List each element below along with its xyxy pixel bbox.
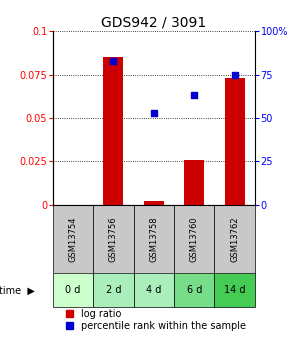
Text: GSM13762: GSM13762 (230, 216, 239, 262)
Bar (184, 160, 205, 205)
Text: GSM13756: GSM13756 (109, 216, 118, 262)
FancyBboxPatch shape (53, 273, 93, 307)
FancyBboxPatch shape (53, 205, 93, 273)
Text: 6 d: 6 d (187, 285, 202, 295)
FancyBboxPatch shape (134, 205, 174, 273)
Point (111, 58, 116, 63)
FancyBboxPatch shape (134, 273, 174, 307)
FancyBboxPatch shape (93, 273, 134, 307)
Text: 2 d: 2 d (106, 285, 121, 295)
Text: 14 d: 14 d (224, 285, 246, 295)
Text: GSM13758: GSM13758 (149, 216, 158, 262)
Legend: log ratio, percentile rank within the sample: log ratio, percentile rank within the sa… (66, 309, 246, 331)
FancyBboxPatch shape (174, 205, 214, 273)
Bar (144, 201, 164, 205)
Text: 4 d: 4 d (146, 285, 161, 295)
FancyBboxPatch shape (174, 273, 214, 307)
Point (232, 72, 237, 77)
FancyBboxPatch shape (214, 205, 255, 273)
Text: GSM13760: GSM13760 (190, 216, 199, 262)
Text: time  ▶: time ▶ (0, 285, 35, 295)
FancyBboxPatch shape (214, 273, 255, 307)
FancyBboxPatch shape (93, 205, 134, 273)
Point (192, 92, 197, 98)
Text: 0 d: 0 d (65, 285, 81, 295)
Bar (103, 57, 124, 205)
Text: GSM13754: GSM13754 (69, 216, 77, 262)
Title: GDS942 / 3091: GDS942 / 3091 (101, 16, 207, 30)
Point (151, 110, 156, 116)
Bar (224, 78, 245, 205)
